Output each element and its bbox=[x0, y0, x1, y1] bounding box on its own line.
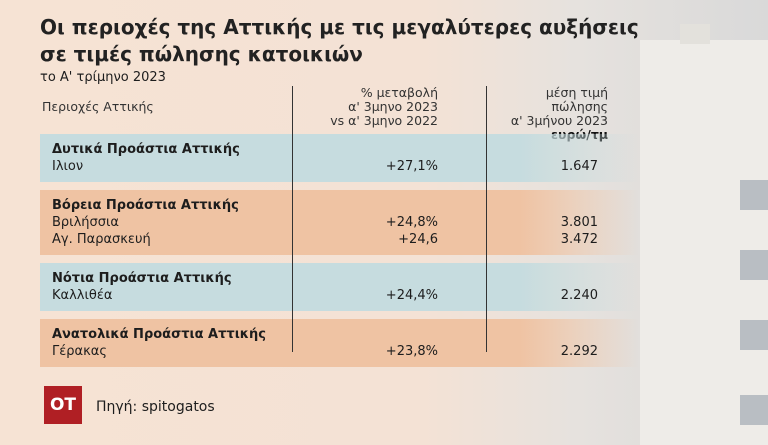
window bbox=[740, 395, 768, 425]
area-name: Ιλιον bbox=[52, 159, 84, 174]
header-line: μέση τιμή bbox=[545, 85, 608, 100]
column-header: Περιοχές Αττικής bbox=[42, 99, 154, 114]
area-name: Καλλιθέα bbox=[52, 288, 113, 303]
source: Πηγή: spitogatos bbox=[96, 399, 215, 415]
column-header: % μεταβολή α' 3μηνο 2023 vs α' 3μηνο 202… bbox=[330, 86, 438, 128]
group-band bbox=[40, 263, 640, 311]
group-name: Ανατολικά Προάστια Αττικής bbox=[52, 327, 266, 342]
group-band bbox=[40, 134, 640, 182]
change: +24,8% bbox=[385, 215, 438, 230]
change: +24,6 bbox=[398, 232, 438, 247]
price: 2.240 bbox=[560, 288, 598, 303]
window bbox=[740, 320, 768, 350]
header-line: α' 3μηνο 2023 bbox=[348, 99, 438, 114]
change: +24,4% bbox=[385, 288, 438, 303]
header-line: vs α' 3μηνο 2022 bbox=[330, 113, 438, 128]
group-band bbox=[40, 190, 640, 255]
price: 1.647 bbox=[560, 159, 598, 174]
title: Οι περιοχές της Αττικής με τις μεγαλύτερ… bbox=[40, 15, 639, 66]
area-name: Γέρακας bbox=[52, 344, 107, 359]
header-line: πώλησης bbox=[551, 99, 609, 114]
group-name: Νότια Προάστια Αττικής bbox=[52, 271, 232, 286]
window bbox=[740, 180, 768, 210]
divider bbox=[292, 86, 293, 352]
price: 3.472 bbox=[560, 232, 598, 247]
logo: OT bbox=[44, 386, 82, 424]
group-name: Δυτικά Προάστια Αττικής bbox=[52, 142, 240, 157]
change: +27,1% bbox=[385, 159, 438, 174]
change: +23,8% bbox=[385, 344, 438, 359]
header-line: α' 3μήνου 2023 bbox=[510, 113, 608, 128]
building bbox=[640, 40, 768, 445]
chimney bbox=[680, 24, 710, 44]
divider bbox=[486, 86, 487, 352]
price: 2.292 bbox=[560, 344, 598, 359]
window bbox=[740, 250, 768, 280]
subtitle: το Α' τρίμηνο 2023 bbox=[40, 70, 166, 85]
area-name: Βριλήσσια bbox=[52, 215, 119, 230]
group-band bbox=[40, 319, 640, 367]
header-line: % μεταβολή bbox=[360, 85, 438, 100]
area-name: Αγ. Παρασκευή bbox=[52, 232, 151, 247]
group-name: Βόρεια Προάστια Αττικής bbox=[52, 198, 239, 213]
price: 3.801 bbox=[560, 215, 598, 230]
